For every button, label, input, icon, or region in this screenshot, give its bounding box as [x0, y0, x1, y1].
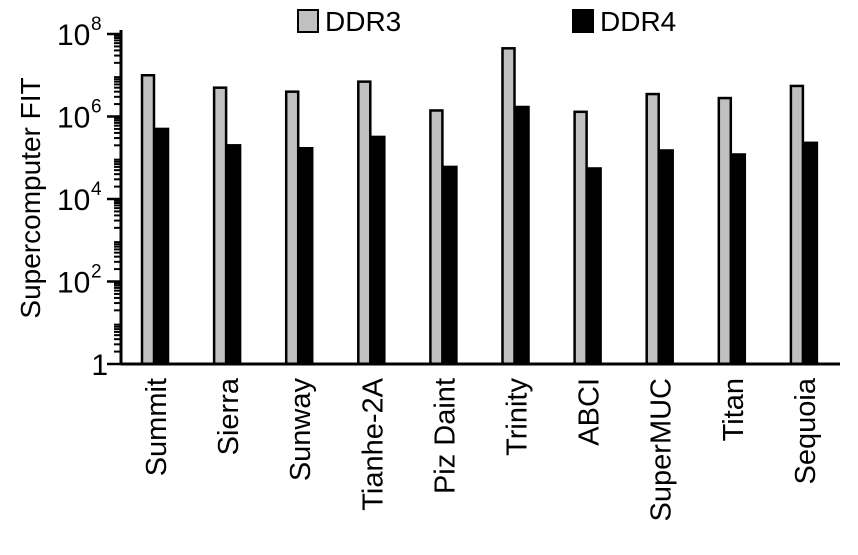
labels-group: Summit Sierra Sunway Tianhe-2A Piz Daint Trin… [57, 14, 822, 521]
bar-ddr4-supermuc [659, 149, 674, 366]
legend-label-ddr4: DDR4 [600, 6, 676, 37]
y-tick-label: 1 [91, 349, 108, 382]
x-tick-label-abci: ABCI [574, 378, 606, 446]
y-tick-label: 10 [57, 184, 90, 217]
bar-ddr3-summit [140, 74, 156, 366]
bar-ddr3-supermuc [645, 92, 660, 366]
bar-ddr3-tianhe-2a [357, 80, 372, 366]
bar-ddr4-trinity [515, 105, 530, 366]
x-tick-label-supermuc: SuperMUC [646, 378, 678, 521]
bar-ddr3-titan [717, 96, 733, 366]
y-tick-label: 10 [57, 267, 90, 300]
x-tick-label-summit: Summit [141, 378, 173, 476]
bar-ddr4-summit [154, 127, 170, 366]
bars-group [140, 47, 819, 366]
legend-swatch-ddr4 [572, 9, 594, 33]
bar-ddr3-sierra [212, 86, 228, 366]
bar-ddr4-sequoia [803, 141, 819, 366]
y-tick-exponent: 4 [91, 179, 102, 200]
y-tick-label: 10 [57, 102, 90, 135]
bar-ddr4-abci [587, 167, 602, 366]
legend: DDR3 DDR4 [297, 6, 676, 37]
bar-ddr4-piz-daint [443, 165, 458, 366]
y-tick-label: 10 [57, 19, 90, 52]
x-tick-label-sunway: Sunway [285, 378, 317, 482]
y-tick-exponent: 6 [91, 97, 102, 118]
x-tick-label-trinity: Trinity [502, 378, 534, 456]
legend-label-ddr3: DDR3 [325, 6, 401, 37]
y-axis-label: Supercomputer FIT [15, 77, 46, 318]
bar-ddr3-sequoia [789, 84, 805, 366]
bar-ddr3-sunway [284, 90, 300, 366]
y-tick-exponent: 8 [91, 14, 102, 35]
bar-ddr4-titan [731, 153, 747, 366]
bar-ddr3-piz-daint [429, 109, 444, 366]
x-tick-label-piz-daint: Piz Daint [429, 378, 461, 494]
x-tick-label-tianhe-2a: Tianhe-2A [357, 377, 389, 510]
bar-ddr3-abci [573, 110, 588, 366]
bar-ddr4-tianhe-2a [371, 135, 386, 366]
x-tick-label-titan: Titan [718, 378, 750, 441]
bar-ddr3-trinity [501, 47, 516, 366]
x-tick-label-sierra: Sierra [213, 377, 245, 455]
legend-swatch-ddr3 [297, 9, 319, 33]
bar-ddr4-sierra [226, 144, 242, 366]
y-tick-exponent: 2 [91, 262, 102, 283]
bar-ddr4-sunway [298, 146, 314, 366]
axes-group [107, 30, 840, 366]
x-tick-label-sequoia: Sequoia [790, 377, 822, 484]
